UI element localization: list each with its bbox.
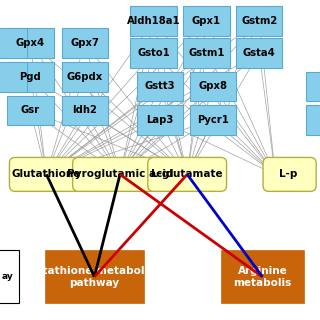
FancyBboxPatch shape: [190, 72, 236, 101]
Text: ay: ay: [2, 272, 14, 281]
FancyBboxPatch shape: [73, 157, 167, 191]
Text: Gpx8: Gpx8: [198, 81, 227, 92]
FancyBboxPatch shape: [0, 250, 19, 303]
FancyBboxPatch shape: [7, 96, 54, 125]
FancyBboxPatch shape: [61, 28, 108, 58]
FancyBboxPatch shape: [131, 38, 177, 68]
FancyBboxPatch shape: [0, 28, 27, 58]
FancyBboxPatch shape: [9, 157, 83, 191]
Text: Gpx4: Gpx4: [16, 38, 45, 48]
FancyBboxPatch shape: [137, 105, 183, 135]
FancyBboxPatch shape: [183, 6, 230, 36]
Text: Gpx7: Gpx7: [70, 38, 99, 48]
Text: Pyroglutamic acid: Pyroglutamic acid: [67, 169, 173, 180]
Text: Gstt3: Gstt3: [145, 81, 175, 92]
FancyBboxPatch shape: [148, 157, 227, 191]
Text: Gstm1: Gstm1: [188, 48, 225, 58]
FancyBboxPatch shape: [7, 62, 54, 92]
FancyBboxPatch shape: [236, 38, 283, 68]
FancyBboxPatch shape: [45, 250, 144, 303]
Text: L-p: L-p: [279, 169, 297, 180]
Text: Pgd: Pgd: [20, 72, 41, 82]
Text: Gsta4: Gsta4: [243, 48, 276, 58]
Text: Aldh18a1: Aldh18a1: [127, 16, 180, 26]
Text: Lap3: Lap3: [146, 115, 174, 125]
FancyBboxPatch shape: [306, 72, 320, 101]
Text: G6pdx: G6pdx: [67, 72, 103, 82]
FancyBboxPatch shape: [263, 157, 316, 191]
Text: Gsto1: Gsto1: [137, 48, 170, 58]
FancyBboxPatch shape: [0, 62, 27, 92]
Text: Glutathione: Glutathione: [12, 169, 81, 180]
FancyBboxPatch shape: [61, 62, 108, 92]
FancyBboxPatch shape: [7, 28, 54, 58]
FancyBboxPatch shape: [306, 105, 320, 135]
FancyBboxPatch shape: [183, 38, 230, 68]
FancyBboxPatch shape: [190, 105, 236, 135]
Text: Pycr1: Pycr1: [197, 115, 229, 125]
FancyBboxPatch shape: [131, 6, 177, 36]
Text: Glutathione metabolism
pathway: Glutathione metabolism pathway: [23, 266, 165, 288]
Text: L-glutamate: L-glutamate: [151, 169, 223, 180]
FancyBboxPatch shape: [236, 6, 283, 36]
FancyBboxPatch shape: [221, 250, 304, 303]
FancyBboxPatch shape: [137, 72, 183, 101]
Text: Idh2: Idh2: [72, 105, 97, 116]
Text: Gsr: Gsr: [21, 105, 40, 116]
FancyBboxPatch shape: [61, 96, 108, 125]
Text: Gpx1: Gpx1: [192, 16, 221, 26]
Text: Arginine
metabolis: Arginine metabolis: [233, 266, 292, 288]
Text: Gstm2: Gstm2: [241, 16, 277, 26]
